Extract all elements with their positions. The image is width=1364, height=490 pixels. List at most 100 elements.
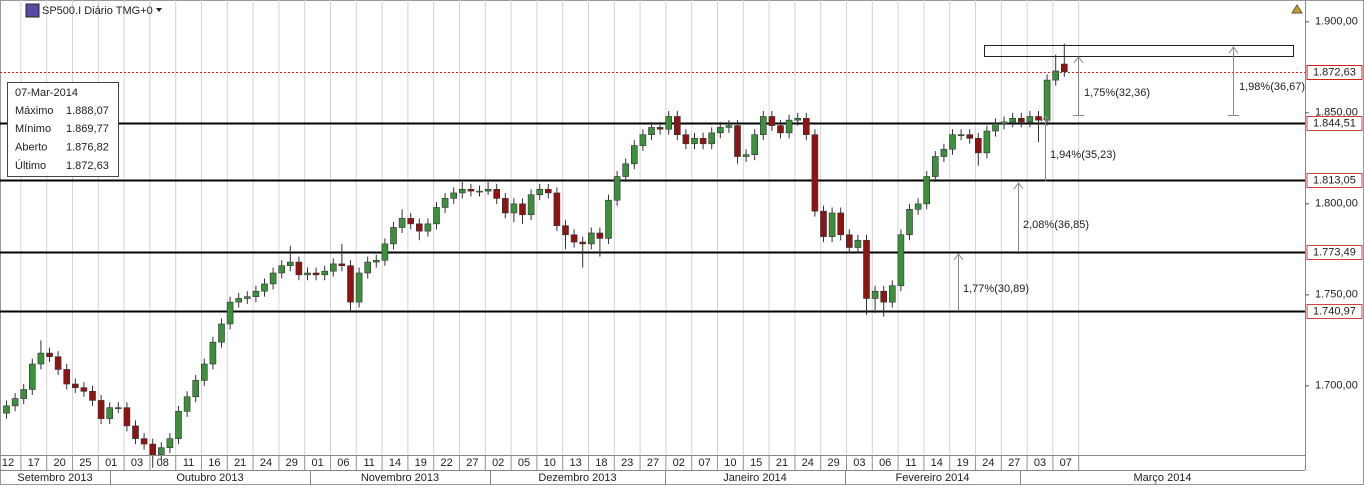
candle-body: [914, 203, 922, 210]
candle-body: [888, 285, 896, 303]
candle-body: [725, 125, 733, 128]
candle-body: [407, 218, 415, 225]
alert-icon[interactable]: [1291, 4, 1303, 14]
candle-body: [476, 190, 483, 193]
chart-title: SP500.I Diário TMG+0: [42, 5, 153, 17]
x-tick-label: 19: [415, 457, 427, 469]
dropdown-icon[interactable]: [156, 8, 162, 12]
candle-body: [149, 443, 156, 456]
candle-body: [691, 138, 698, 145]
candle-body: [974, 138, 982, 154]
tooltip-value: 1.888,07: [66, 105, 109, 117]
level-tag: [1306, 245, 1363, 260]
candle-body: [1026, 116, 1034, 123]
tooltip-label: Máximo: [15, 105, 54, 117]
x-tick-label: 29: [827, 457, 839, 469]
candle-body: [656, 127, 664, 130]
candle-body: [527, 194, 535, 216]
candle-body: [880, 290, 888, 303]
candle-body: [158, 447, 165, 456]
x-tick-label: 21: [234, 457, 246, 469]
x-tick-label: 29: [286, 457, 298, 469]
month-label: Março 2014: [1133, 472, 1191, 484]
candle-body: [209, 341, 217, 365]
candle-body: [519, 203, 526, 216]
x-tick-label: 10: [724, 457, 736, 469]
tooltip-label: Último: [15, 159, 46, 172]
x-tick-label: 11: [905, 457, 916, 469]
candle-body: [72, 383, 79, 388]
candle-body: [501, 198, 509, 214]
candle-body: [699, 138, 707, 145]
x-tick-label: 05: [518, 457, 530, 469]
x-tick-label: 06: [879, 457, 891, 469]
candle-body: [802, 118, 810, 135]
candle-body: [295, 261, 303, 276]
candle-body: [467, 188, 475, 192]
x-tick-label: 20: [53, 457, 65, 469]
candle-body: [166, 438, 174, 449]
candle-body: [1009, 118, 1017, 123]
candle-body: [854, 239, 862, 248]
candle-body: [80, 387, 88, 392]
candle-body: [252, 290, 260, 297]
candle-body: [579, 241, 587, 245]
candle-body: [759, 116, 767, 135]
candle-body: [931, 156, 939, 177]
arrow-head: [1013, 182, 1024, 190]
x-tick-label: 01: [311, 457, 323, 469]
x-tick-label: 07: [1060, 457, 1072, 469]
candle-body: [630, 145, 638, 165]
y-tick-label: 1.800,00: [1315, 198, 1358, 210]
candle-body: [458, 188, 466, 194]
x-tick-label: 16: [208, 457, 220, 469]
x-tick-label: 18: [595, 457, 607, 469]
candle-body: [562, 225, 569, 236]
x-tick-label: 24: [802, 457, 814, 469]
x-tick-label: 11: [363, 457, 374, 469]
x-tick-label: 01: [105, 457, 117, 469]
candle-body: [63, 369, 71, 385]
candle-body: [665, 116, 673, 130]
month-label: Novembro 2013: [361, 472, 439, 484]
level-tag: [1306, 173, 1363, 188]
tooltip-label: Mínimo: [15, 123, 51, 135]
arrow-head: [953, 253, 964, 261]
candle-body: [286, 261, 294, 267]
candle-body: [871, 290, 879, 299]
x-tick-label: 02: [673, 457, 685, 469]
candle-body: [716, 127, 724, 134]
candle-body: [132, 425, 139, 439]
x-tick-label: 27: [466, 457, 478, 469]
candle-body: [433, 207, 440, 225]
x-tick-label: 17: [28, 457, 40, 469]
candle-body: [381, 243, 389, 261]
candle-body: [837, 212, 845, 236]
level-tag: [1306, 116, 1363, 131]
tooltip-value: 1.869,77: [66, 123, 109, 135]
x-tick-label: 27: [1008, 457, 1020, 469]
candle-body: [140, 438, 148, 445]
candle-body: [820, 210, 827, 237]
annotation: 1,94%(35,23): [1050, 149, 1116, 161]
grid: [20, 0, 1080, 470]
candle-body: [811, 134, 819, 212]
annotation: 1,75%(32,36): [1084, 87, 1150, 99]
x-tick-label: 14: [389, 457, 401, 469]
x-tick-label: 15: [750, 457, 762, 469]
candle-body: [424, 223, 432, 232]
x-tick-label: 13: [569, 457, 581, 469]
candle-body: [923, 176, 931, 205]
x-tick-label: 12: [2, 457, 14, 469]
x-tick-label: 25: [79, 457, 91, 469]
candle-body: [37, 352, 45, 365]
candle-body: [321, 270, 329, 276]
candle-body: [596, 232, 604, 239]
level-label: 1.773,49: [1313, 246, 1356, 258]
candle-body: [398, 218, 406, 228]
candle-body: [1035, 116, 1042, 121]
candle-body: [493, 188, 501, 199]
tooltip-box: [7, 82, 119, 177]
candle-body: [46, 352, 53, 358]
